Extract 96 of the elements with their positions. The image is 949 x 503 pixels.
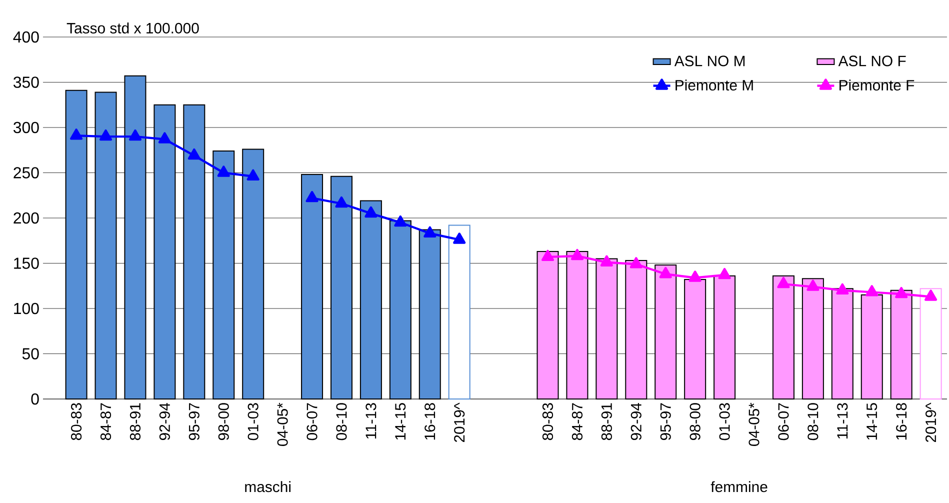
x-tick-label: 92-94 — [159, 402, 170, 440]
bar — [301, 174, 324, 400]
bar — [714, 275, 736, 400]
point — [924, 290, 938, 301]
point — [188, 148, 200, 160]
point — [866, 285, 878, 296]
point — [394, 215, 407, 227]
x-tick-label: 88-91 — [130, 403, 141, 440]
bar — [389, 220, 412, 400]
x-tick-label: 01-03 — [248, 403, 258, 440]
x-tick-label: 80-83 — [71, 403, 82, 440]
y-tick-label: 250 — [14, 167, 39, 178]
legend-label: ASL NO M — [674, 56, 745, 66]
point — [895, 286, 908, 298]
bar — [890, 290, 912, 400]
bar — [625, 260, 648, 400]
point — [688, 270, 702, 282]
x-tick-label: 16-18 — [896, 403, 907, 440]
point — [777, 276, 790, 288]
y-tick-label: 100 — [14, 302, 39, 314]
bar — [418, 229, 441, 400]
x-tick-label: 88-91 — [601, 403, 612, 440]
bar — [860, 294, 883, 400]
bar — [654, 264, 677, 400]
point — [306, 190, 318, 202]
bar — [831, 288, 854, 400]
x-tick-label: 84-87 — [572, 403, 582, 440]
bar — [920, 288, 942, 400]
point — [718, 268, 731, 280]
text: maschi — [245, 481, 290, 492]
point — [659, 267, 672, 278]
y-tick-label: 50 — [22, 348, 39, 360]
y-tick-label: 0 — [31, 393, 39, 405]
x-tick-label: 08-10 — [336, 403, 347, 440]
bar — [536, 250, 559, 400]
point — [217, 166, 230, 177]
bar — [802, 278, 824, 400]
point — [246, 169, 260, 180]
y-tick-label: 200 — [14, 212, 39, 224]
point — [424, 226, 436, 238]
point — [600, 255, 613, 266]
x-tick-label: 16-18 — [424, 403, 436, 440]
point — [158, 132, 171, 144]
legend-label: Piemonte F — [840, 80, 914, 91]
bar — [330, 176, 352, 400]
bar — [94, 92, 117, 400]
x-tick-label: 80-83 — [542, 403, 554, 440]
bar — [154, 104, 176, 400]
x-tick-label: 84-87 — [100, 403, 112, 440]
point — [806, 280, 820, 291]
x-tick-label: 04-05* — [748, 402, 760, 446]
point — [128, 129, 142, 141]
bar — [684, 279, 706, 400]
bar — [183, 104, 206, 400]
x-tick-label: 01-03 — [719, 403, 730, 440]
x-tick-label: 98-00 — [218, 403, 229, 440]
y-tick-label: 350 — [13, 76, 39, 88]
x-tick-label: 06-07 — [778, 403, 789, 440]
x-tick-label: 95-97 — [188, 403, 200, 440]
legend-label: ASL NO F — [838, 56, 906, 66]
y-tick-label: 400 — [13, 31, 39, 43]
x-tick-label: 98-00 — [690, 403, 700, 440]
bar — [65, 90, 88, 400]
point — [335, 196, 348, 208]
bar — [772, 275, 794, 400]
point — [570, 248, 584, 260]
text: femmine — [710, 481, 768, 492]
point — [453, 232, 466, 244]
x-tick-label: 14-15 — [395, 403, 406, 440]
bar — [242, 148, 264, 400]
bar — [596, 258, 618, 400]
legend-label: Piemonte M — [676, 80, 753, 91]
x-tick-label: 11-13 — [366, 403, 376, 438]
bar — [566, 250, 588, 400]
bar — [124, 75, 146, 400]
bar — [212, 150, 235, 400]
point — [541, 250, 554, 262]
point — [364, 206, 378, 218]
point — [99, 129, 112, 141]
point — [630, 257, 642, 268]
x-tick-label: 04-05* — [277, 402, 288, 446]
y-axis-title: Tasso std x 100.000 — [66, 22, 199, 34]
y-tick-label: 300 — [13, 122, 39, 134]
x-tick-label: 08-10 — [808, 403, 818, 440]
point — [70, 128, 83, 140]
x-tick-label: 92-94 — [630, 402, 642, 440]
x-tick-label: 95-97 — [660, 403, 671, 440]
bar — [360, 200, 382, 400]
x-tick-label: 2019^ — [926, 402, 936, 442]
point — [836, 283, 849, 294]
y-tick-label: 150 — [14, 258, 39, 269]
x-tick-label: 06-07 — [306, 403, 318, 440]
x-tick-label: 11-13 — [837, 403, 848, 438]
x-tick-label: 2019^ — [454, 402, 465, 442]
x-tick-label: 14-15 — [866, 403, 878, 440]
bar — [448, 224, 470, 400]
